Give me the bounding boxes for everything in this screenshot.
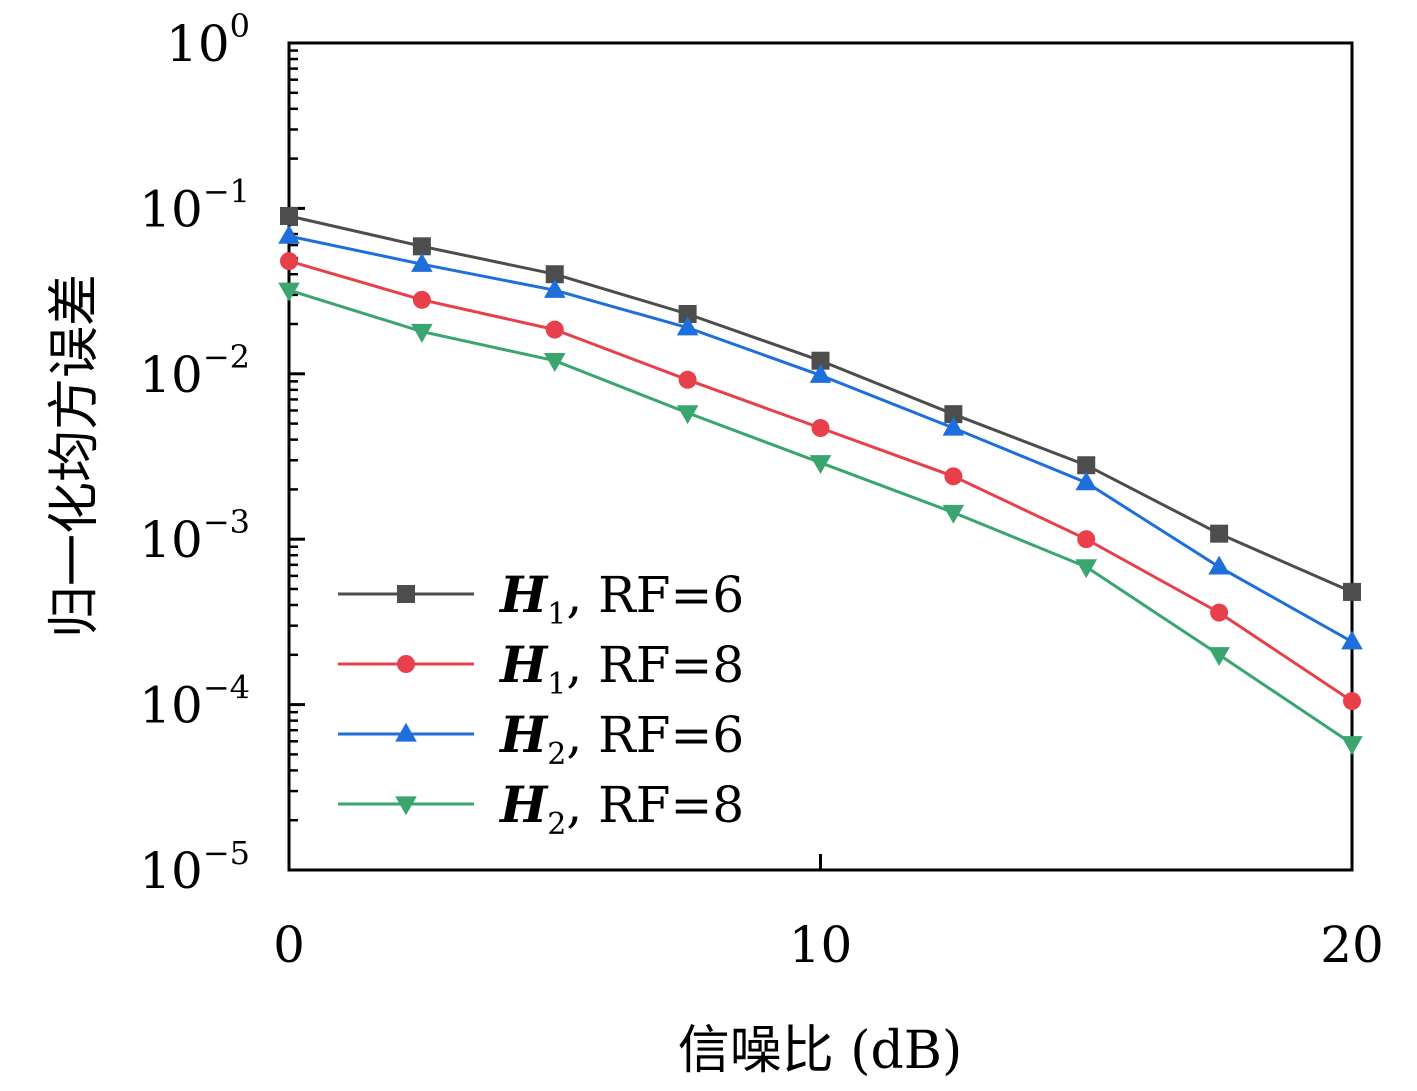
y-tick-label: 10−3: [139, 503, 250, 569]
y-tick-label: 10−1: [139, 172, 250, 238]
plot-area: [278, 41, 1363, 872]
x-tick-label: 0: [273, 916, 305, 974]
data-point-triangle-down: [395, 796, 417, 816]
x-axis-title: 信噪比 (dB): [678, 1021, 963, 1081]
legend-entry: H1, RF=6: [338, 565, 744, 632]
y-minor-ticks: [289, 49, 298, 822]
series-2: [280, 252, 1361, 711]
data-point-circle: [412, 290, 431, 309]
data-point-triangle-up: [942, 416, 965, 436]
series-1: [280, 206, 1361, 601]
data-point-triangle-up: [395, 722, 417, 742]
data-point-triangle-down: [809, 455, 832, 474]
x-tick-label: 20: [1320, 916, 1384, 974]
data-point-circle: [280, 252, 298, 271]
data-point-square: [678, 304, 697, 323]
data-point-triangle-down: [1208, 647, 1230, 667]
data-point-triangle-up: [809, 364, 832, 383]
y-tick-label: 100: [166, 7, 250, 73]
data-point-square: [280, 206, 298, 225]
data-point-triangle-up: [1208, 555, 1230, 575]
legend-entry: H2, RF=6: [338, 705, 744, 772]
legend-entry: H2, RF=8: [338, 775, 744, 842]
series-line: [288, 234, 1353, 644]
data-point-circle: [944, 467, 963, 486]
data-point-triangle-down: [543, 353, 566, 372]
legend-label: H2, RF=8: [498, 775, 744, 842]
legend-entry: H1, RF=8: [338, 635, 744, 702]
series-line: [288, 214, 1353, 594]
series-4: [278, 282, 1363, 755]
data-point-square: [545, 265, 564, 284]
y-tick-label: 10−2: [139, 338, 250, 404]
data-point-circle: [811, 419, 830, 438]
data-point-circle: [397, 655, 415, 673]
data-point-triangle-down: [1075, 559, 1098, 579]
y-tick-labels: 100 10−1 10−2 10−3 10−4 10−5: [139, 7, 250, 900]
legend-label: H1, RF=8: [498, 635, 744, 702]
data-point-circle: [678, 370, 697, 389]
data-point-triangle-up: [1341, 630, 1363, 650]
data-point-square: [397, 585, 415, 603]
legend-label: H1, RF=6: [498, 565, 744, 632]
series-line: [288, 259, 1353, 703]
series-layer: [278, 206, 1363, 755]
y-axis-title: 归一化均方误差: [45, 274, 105, 638]
x-tick-labels: 0 10 20: [273, 916, 1384, 974]
data-point-triangle-up: [676, 316, 699, 336]
legend: H1, RF=6H1, RF=8H2, RF=6H2, RF=8: [338, 565, 744, 842]
data-point-triangle-up: [1075, 471, 1098, 491]
data-point-square: [1343, 582, 1361, 601]
data-point-triangle-up: [411, 252, 433, 272]
data-point-triangle-down: [411, 323, 433, 343]
x-tick-label: 10: [789, 916, 853, 974]
data-point-triangle-down: [1341, 736, 1363, 755]
data-point-circle: [545, 320, 564, 339]
data-point-triangle-up: [543, 278, 566, 298]
data-point-square: [1077, 456, 1096, 475]
data-point-square: [1210, 524, 1229, 543]
y-tick-label: 10−4: [139, 669, 250, 735]
y-tick-label: 10−5: [139, 834, 250, 900]
data-point-circle: [1077, 530, 1096, 549]
data-point-square: [811, 351, 830, 370]
data-point-triangle-up: [278, 224, 300, 244]
data-point-triangle-down: [676, 405, 699, 425]
series-3: [278, 224, 1363, 650]
data-point-triangle-down: [942, 504, 965, 524]
data-point-circle: [1343, 692, 1361, 711]
data-point-triangle-down: [278, 282, 300, 302]
legend-label: H2, RF=6: [498, 705, 744, 772]
data-point-circle: [1210, 603, 1229, 622]
data-point-square: [944, 405, 963, 424]
data-point-square: [412, 237, 431, 256]
